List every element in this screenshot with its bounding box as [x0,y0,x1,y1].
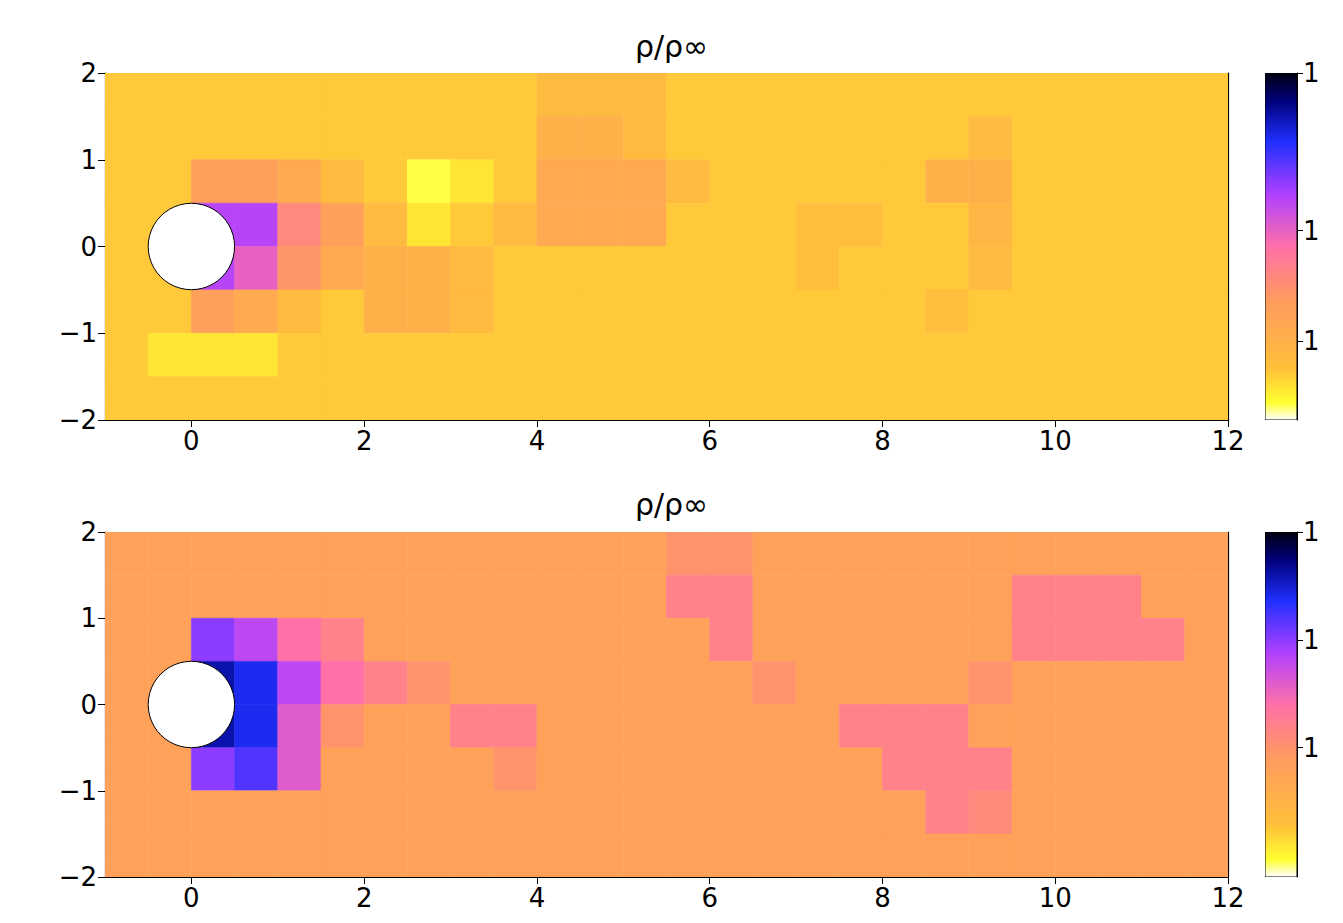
svg-text:4: 4 [529,426,546,456]
svg-text:−2: −2 [59,862,97,892]
svg-text:1: 1 [1303,625,1320,655]
svg-text:1: 1 [80,603,97,633]
svg-text:2: 2 [356,883,373,913]
svg-text:8: 8 [874,426,891,456]
svg-text:2: 2 [356,426,373,456]
svg-text:ρ/ρ∞: ρ/ρ∞ [635,487,708,522]
svg-text:ρ/ρ∞: ρ/ρ∞ [635,29,708,64]
svg-text:−1: −1 [59,318,97,348]
svg-text:−1: −1 [59,776,97,806]
svg-text:2: 2 [80,58,97,88]
svg-text:1: 1 [80,145,97,175]
svg-text:1: 1 [1303,216,1320,246]
svg-text:0: 0 [80,232,97,262]
svg-text:6: 6 [701,426,718,456]
svg-text:0: 0 [183,883,200,913]
svg-text:0: 0 [80,690,97,720]
svg-text:1: 1 [1303,517,1320,547]
svg-text:10: 10 [1039,883,1072,913]
svg-text:1: 1 [1303,326,1320,356]
svg-text:12: 12 [1211,883,1244,913]
svg-text:6: 6 [701,883,718,913]
svg-text:8: 8 [874,883,891,913]
svg-text:12: 12 [1211,426,1244,456]
svg-text:1: 1 [1303,58,1320,88]
svg-text:−2: −2 [59,405,97,435]
svg-text:0: 0 [183,426,200,456]
svg-text:4: 4 [529,883,546,913]
svg-text:10: 10 [1039,426,1072,456]
svg-text:2: 2 [80,517,97,547]
svg-text:1: 1 [1303,733,1320,763]
